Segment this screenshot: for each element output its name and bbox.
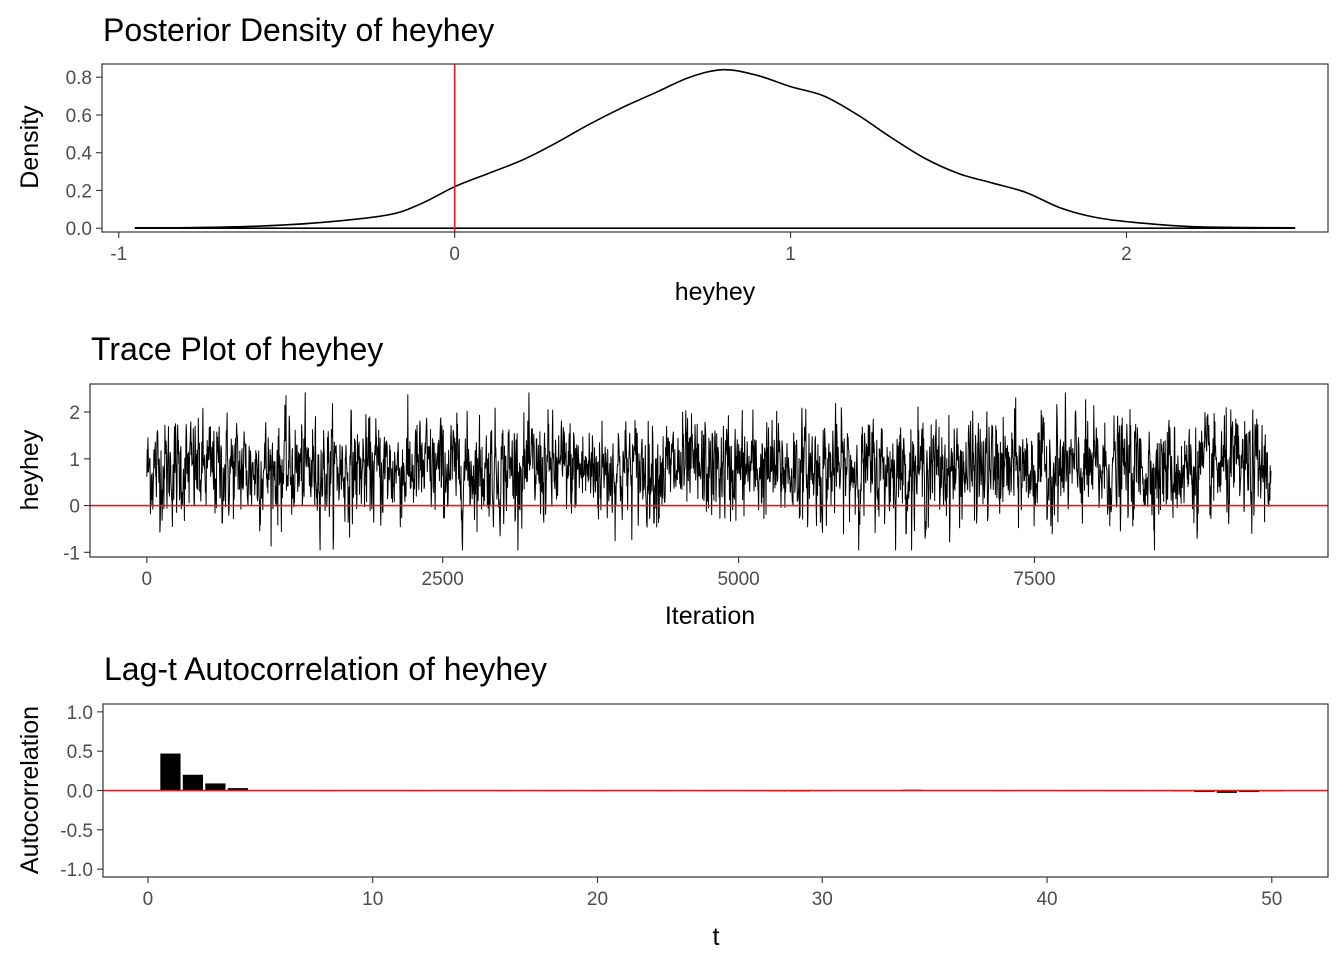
trace-y-tick-label: -1 (63, 543, 80, 564)
density-y-tick-label: 0.0 (66, 219, 92, 240)
trace-x-tick-label: 2500 (422, 569, 464, 590)
trace-y-tick-label: 1 (69, 450, 80, 471)
autocorrelation-bar (227, 788, 248, 791)
autocorrelation-title: Lag-t Autocorrelation of heyhey (104, 651, 547, 687)
trace-x-tick-label: 5000 (717, 569, 759, 590)
autocorrelation-bar (1216, 790, 1237, 793)
autocorrelation-y-tick-label: 1.0 (67, 703, 93, 724)
autocorrelation-panel: Lag-t Autocorrelation of heyhey t Autoco… (16, 651, 1329, 951)
autocorrelation-bar (160, 753, 181, 791)
autocorrelation-x-tick-label: 10 (362, 889, 383, 910)
density-y-tick-label: 0.8 (66, 68, 92, 89)
density-y-axis-title: Density (16, 105, 44, 189)
density-x-axis-title: heyhey (675, 278, 756, 306)
density-panel: Posterior Density of heyhey heyhey Densi… (16, 12, 1329, 306)
autocorrelation-y-tick-label: -0.5 (60, 821, 93, 842)
trace-panel-border (89, 383, 1329, 558)
density-panel-border (101, 63, 1329, 233)
trace-x-tick-label: 7500 (1013, 569, 1055, 590)
trace-x-axis-title: Iteration (665, 602, 755, 630)
trace-x-tick-label: 0 (142, 569, 153, 590)
trace-y-tick-label: 2 (69, 403, 80, 424)
autocorrelation-y-tick-label: -1.0 (60, 860, 93, 881)
autocorrelation-y-axis-title: Autocorrelation (16, 706, 44, 874)
density-x-tick-label: 0 (449, 244, 460, 265)
autocorrelation-bar (205, 783, 226, 791)
density-x-tick-label: -1 (110, 244, 127, 265)
autocorrelation-x-axis-title: t (713, 923, 720, 951)
trace-y-tick-label: 0 (69, 497, 80, 518)
autocorrelation-x-tick-label: 50 (1261, 889, 1282, 910)
density-y-tick-label: 0.2 (66, 181, 92, 202)
trace-line (146, 392, 1272, 551)
autocorrelation-x-tick-label: 30 (812, 889, 833, 910)
autocorrelation-x-tick-label: 40 (1036, 889, 1057, 910)
density-curve (134, 68, 1296, 230)
density-x-tick-label: 1 (785, 244, 796, 265)
density-y-tick-label: 0.6 (66, 106, 92, 127)
autocorrelation-y-tick-label: 0.0 (67, 782, 93, 803)
autocorrelation-x-tick-label: 0 (143, 889, 154, 910)
trace-y-axis-title: heyhey (16, 429, 44, 510)
trace-panel: Trace Plot of heyhey Iteration heyhey 0 2… (16, 331, 1329, 630)
autocorrelation-bar (182, 774, 204, 791)
autocorrelation-y-tick-label: 0.5 (67, 742, 93, 763)
density-y-tick-label: 0.4 (66, 144, 93, 165)
density-x-tick-label: 2 (1121, 244, 1132, 265)
density-title: Posterior Density of heyhey (103, 12, 494, 48)
autocorrelation-x-tick-label: 20 (587, 889, 608, 910)
autocorrelation-panel-border (102, 703, 1329, 878)
trace-title: Trace Plot of heyhey (91, 331, 383, 367)
